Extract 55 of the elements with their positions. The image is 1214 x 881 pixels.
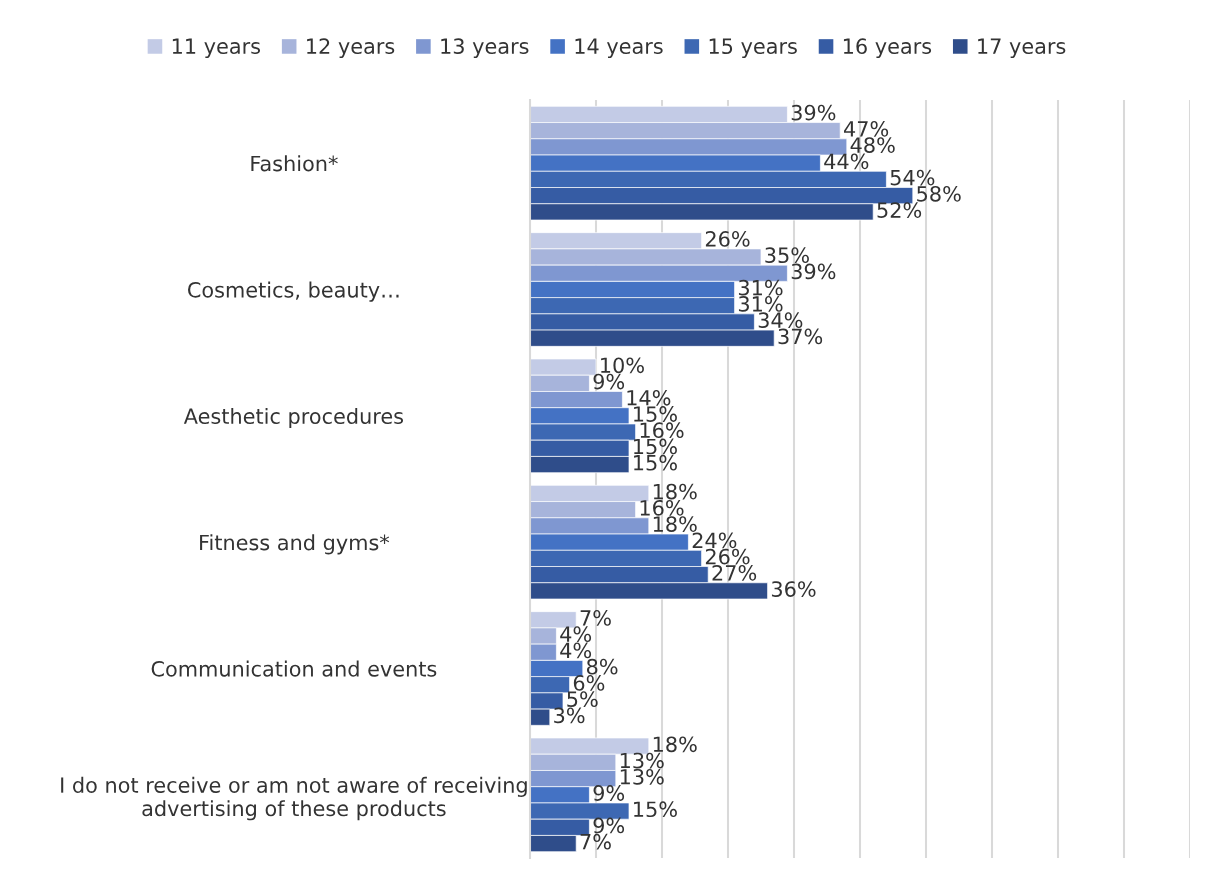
data-label: 15% [634, 438, 677, 455]
data-label: 39% [791, 104, 836, 121]
y-tick-label: Aesthetic procedures [183, 407, 404, 429]
y-tick-label: Fashion* [251, 155, 338, 172]
data-label: 15% [634, 406, 677, 422]
data-label: 44% [824, 153, 869, 170]
data-label: 9% [593, 373, 625, 390]
data-label: 16% [640, 422, 684, 439]
data-label: 34% [758, 312, 803, 329]
data-label: 31% [738, 279, 783, 296]
data-label: 18% [653, 736, 697, 753]
y-tick-label: Fitness and gyms* [200, 534, 390, 555]
data-label: 36% [771, 581, 816, 597]
legend-label: 11 years [172, 38, 261, 59]
data-label: 31% [738, 296, 783, 312]
legend-label: 16 years [843, 38, 932, 59]
data-label: 26% [705, 548, 750, 565]
data-label: 27% [712, 564, 757, 581]
data-label: 39% [791, 263, 836, 280]
data-label: 18% [653, 483, 697, 500]
data-label: 15% [634, 801, 677, 818]
data-label: 4% [560, 626, 592, 643]
data-label: 13% [620, 768, 664, 785]
data-label: 10% [601, 357, 644, 374]
y-tick-label: Cosmetics, beauty… [188, 281, 399, 302]
data-label: 7% [580, 610, 611, 626]
data-label: 48% [850, 137, 895, 153]
data-label: 24% [692, 532, 737, 549]
legend-label: 17 years [978, 38, 1066, 59]
data-label: 5% [567, 691, 598, 708]
legend-label: 12 years [307, 38, 395, 59]
data-label: 9% [593, 785, 625, 801]
data-label: 6% [573, 675, 605, 691]
data-label: 18% [653, 516, 697, 532]
y-tick-label: Communication and events [151, 660, 437, 677]
data-label: 13% [620, 752, 664, 769]
data-label: 3% [554, 707, 585, 724]
legend-label: 13 years [441, 38, 529, 59]
data-label: 7% [580, 833, 611, 850]
y-tick-label: I do not receive or am not aware of receiving advertising of these products [61, 776, 527, 821]
data-label: 35% [765, 247, 809, 264]
data-label: 4% [560, 642, 592, 659]
data-label: 14% [627, 389, 671, 406]
data-label: 15% [634, 454, 677, 471]
data-label: 9% [593, 817, 625, 834]
data-label: 52% [877, 202, 922, 218]
data-label: 8% [586, 658, 618, 675]
data-label: 54% [890, 169, 935, 186]
data-label: 37% [778, 328, 823, 345]
data-label: 26% [705, 231, 750, 247]
data-label: 58% [917, 185, 961, 202]
legend-label: 14 years [575, 38, 663, 59]
data-label: 47% [844, 120, 889, 137]
legend-label: 15 years [709, 38, 797, 59]
data-label: 16% [640, 499, 684, 516]
